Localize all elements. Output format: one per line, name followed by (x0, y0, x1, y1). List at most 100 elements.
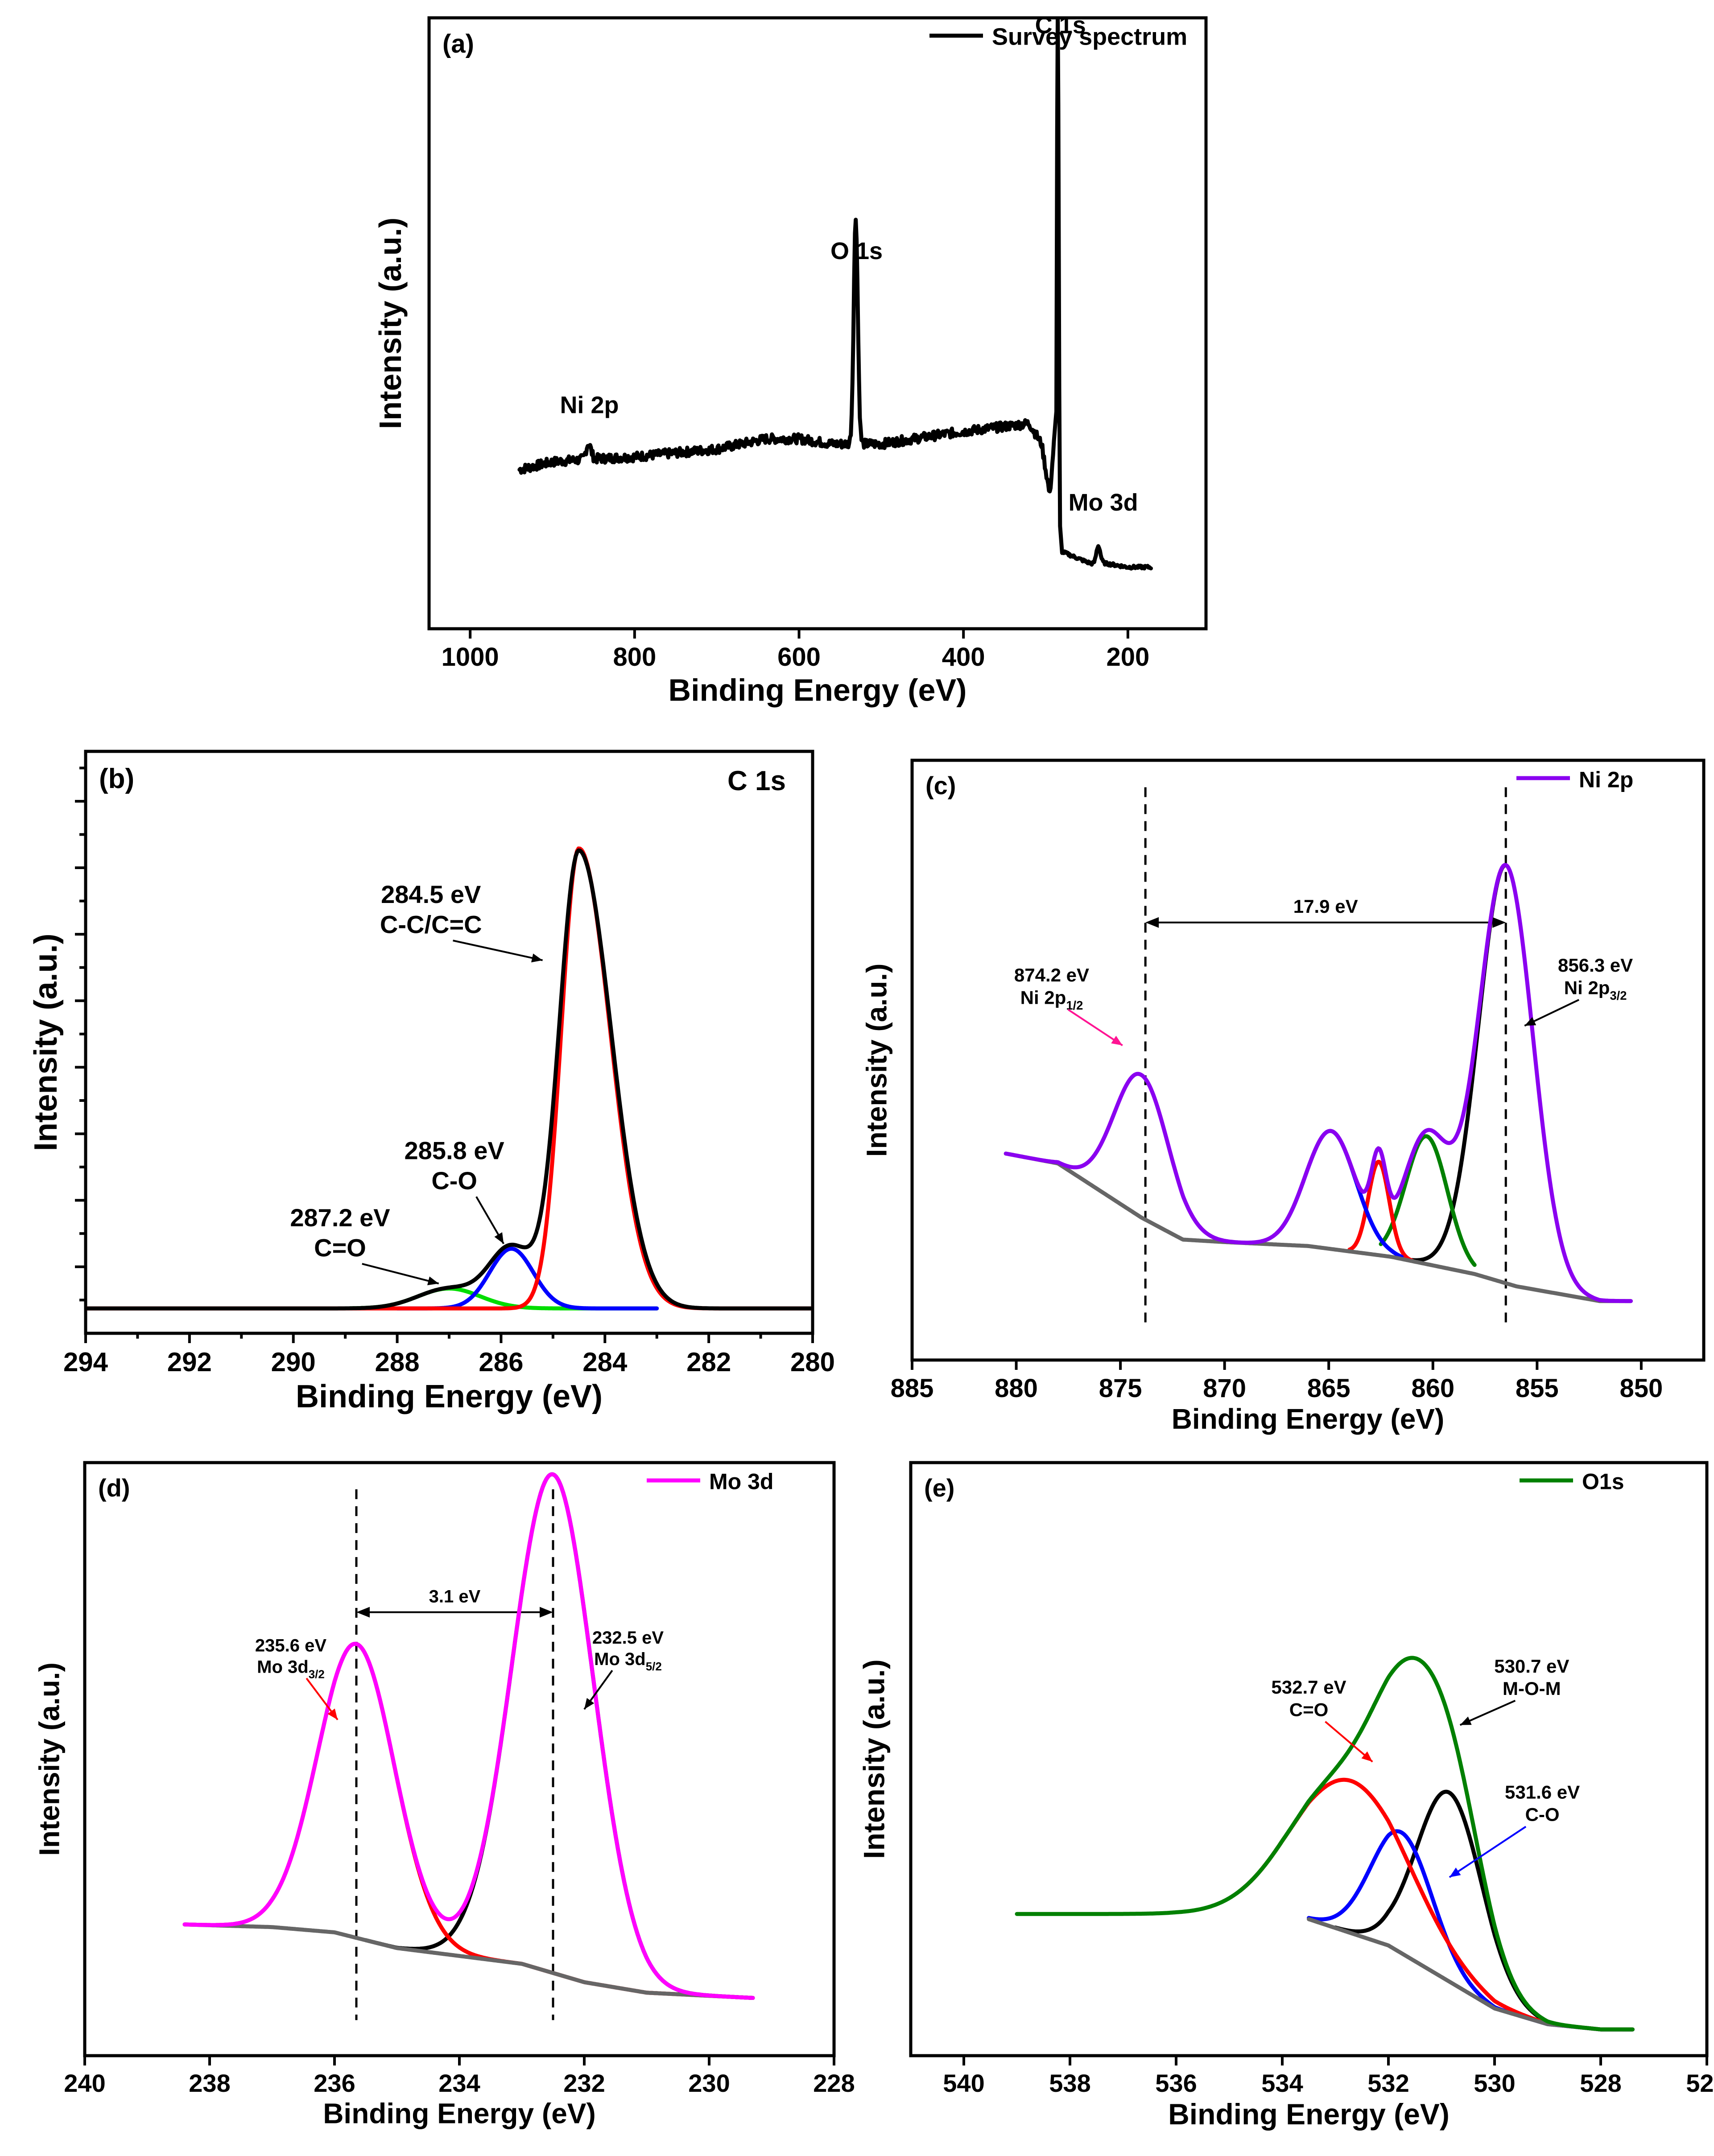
x-tick-label: 532 (1367, 2069, 1409, 2097)
x-tick-label: 234 (438, 2069, 480, 2097)
series-group (517, 18, 1153, 571)
peak-annotation-text: M-O-M (1503, 1678, 1561, 1699)
x-tick-label: 800 (613, 643, 656, 672)
x-axis-label: Binding Energy (eV) (1168, 2098, 1450, 2131)
panel-a: 1000 800 600 400 200 Binding Energy (eV) Inten… (373, 12, 1208, 707)
plot-frame (909, 1461, 1709, 2057)
peak-annotation-text: 232.5 eV (592, 1628, 664, 1648)
panel-label: (d) (98, 1474, 130, 1502)
peak-annotation-text: Mo 3d3/2 (257, 1657, 325, 1681)
annotation-arrow-head (427, 1276, 439, 1286)
series-envelope (86, 848, 813, 1311)
peak-annotation-text: C=O (314, 1233, 366, 1261)
y-axis-label: Intensity (a.u.) (373, 218, 408, 429)
plot-frame (84, 750, 814, 1335)
x-tick-label: 536 (1155, 2069, 1197, 2097)
peak-annotation-text: Ni 2p1/2 (1020, 987, 1083, 1013)
annotation-arrow-head (1361, 1751, 1373, 1762)
x-axis-label: Binding Energy (eV) (669, 672, 967, 707)
x-tick-label: 875 (1099, 1374, 1142, 1403)
legend-label: O1s (1582, 1469, 1624, 1494)
x-tick-label: 526 (1686, 2069, 1714, 2097)
annotation-arrow-head (584, 1698, 595, 1710)
y-axis-label: Intensity (a.u.) (858, 1659, 891, 1859)
annotation-arrow (362, 1263, 439, 1285)
peak-label: Ni 2p (560, 392, 619, 418)
series-group (86, 846, 813, 1311)
x-tick-label: 282 (686, 1347, 731, 1377)
x-tick-label: 528 (1580, 2069, 1621, 2097)
series-group (182, 1472, 755, 2000)
x-tick-label: 855 (1516, 1374, 1559, 1403)
series-864-9-component (1274, 1129, 1404, 1259)
peak-annotation-text: 235.6 eV (255, 1636, 326, 1656)
x-tick-label: 400 (942, 643, 985, 672)
y-axis-label: Intensity (a.u.) (33, 1662, 65, 1856)
panel-c: 885 880 875 870 865 860 855 850 Binding Energy (… (860, 759, 1706, 1435)
panel-label: (e) (924, 1474, 954, 1502)
series-860-3-component (1379, 1134, 1477, 1267)
x-tick-label: 1000 (442, 643, 499, 672)
x-tick-label: 885 (891, 1374, 934, 1403)
x-tick-label: 292 (167, 1347, 212, 1377)
plot-frame (83, 1461, 836, 2057)
legend-label: Mo 3d (709, 1469, 773, 1494)
annotation-arrow-head (1460, 1716, 1472, 1725)
annotation-arrow-head (494, 1232, 504, 1244)
peak-annotation-text: 285.8 eV (405, 1137, 504, 1165)
peak-label: O 1s (830, 238, 883, 264)
x-tick-label: 284 (582, 1347, 628, 1377)
series-background (182, 1922, 755, 2000)
x-tick-label: 290 (271, 1347, 316, 1377)
x-tick-label: 540 (943, 2069, 984, 2097)
x-tick-label: 288 (375, 1347, 420, 1377)
panel-b: 294 292 290 288 286 284 282 280 Binding Energy (… (28, 750, 835, 1414)
span-arrow-head (540, 1607, 553, 1618)
annotation-arrow-head (531, 953, 543, 963)
series-group (1015, 1656, 1635, 2032)
annotation-arrow-head (1111, 1035, 1123, 1046)
peak-annotation-text: 874.2 eV (1014, 965, 1089, 985)
series-232-5-ev-component (363, 1472, 755, 2000)
x-tick-label: 870 (1203, 1374, 1246, 1403)
y-axis-label: Intensity (a.u.) (860, 964, 892, 1157)
annotation-arrow (453, 940, 543, 961)
peak-annotation-text: 284.5 eV (381, 880, 481, 908)
x-tick-label: 860 (1411, 1374, 1454, 1403)
series-group (1004, 863, 1633, 1303)
annotation-arrow (1067, 1009, 1123, 1047)
x-tick-label: 534 (1261, 2069, 1303, 2097)
x-tick-label: 294 (63, 1347, 108, 1377)
peak-annotation-text: C-O (431, 1167, 477, 1195)
span-arrow-head (1145, 917, 1159, 928)
series-o1s (1015, 1656, 1635, 2032)
peak-annotation-text: 530.7 eV (1494, 1656, 1569, 1677)
series-background (1004, 1151, 1633, 1303)
x-axis-label: Binding Energy (eV) (1172, 1403, 1445, 1435)
peak-label: C 1s (1035, 12, 1086, 39)
x-axis-label: Binding Energy (eV) (323, 2098, 596, 2130)
x-tick-label: 600 (777, 643, 821, 672)
span-arrow-head (1492, 917, 1506, 928)
annotation-arrow-head (1449, 1867, 1461, 1877)
plot-frame (910, 759, 1706, 1362)
x-tick-label: 538 (1049, 2069, 1090, 2097)
peak-annotation-text: C-O (1525, 1804, 1560, 1825)
peak-annotation-text: 532.7 eV (1271, 1677, 1346, 1698)
peak-annotation-text: Ni 2p3/2 (1564, 977, 1627, 1002)
peak-annotation-text: Mo 3d5/2 (594, 1649, 662, 1673)
x-tick-label: 228 (813, 2069, 855, 2097)
plot-frame (427, 16, 1208, 631)
x-tick-label: 200 (1106, 643, 1149, 672)
legend-label: Ni 2p (1579, 767, 1633, 792)
peak-annotation-text: 287.2 eV (290, 1204, 390, 1232)
series-mo-3d (182, 1472, 755, 2000)
x-tick-label: 232 (563, 2069, 605, 2097)
series-235-6-ev-component (182, 1641, 755, 2000)
x-tick-label: 238 (189, 2069, 230, 2097)
span-arrow-head (356, 1607, 370, 1618)
panel-label: (b) (99, 763, 134, 794)
peak-annotation-text: C=O (1289, 1699, 1329, 1720)
series-862-6-component (1347, 1159, 1414, 1263)
legend-label: Survey spectrum (992, 23, 1187, 50)
